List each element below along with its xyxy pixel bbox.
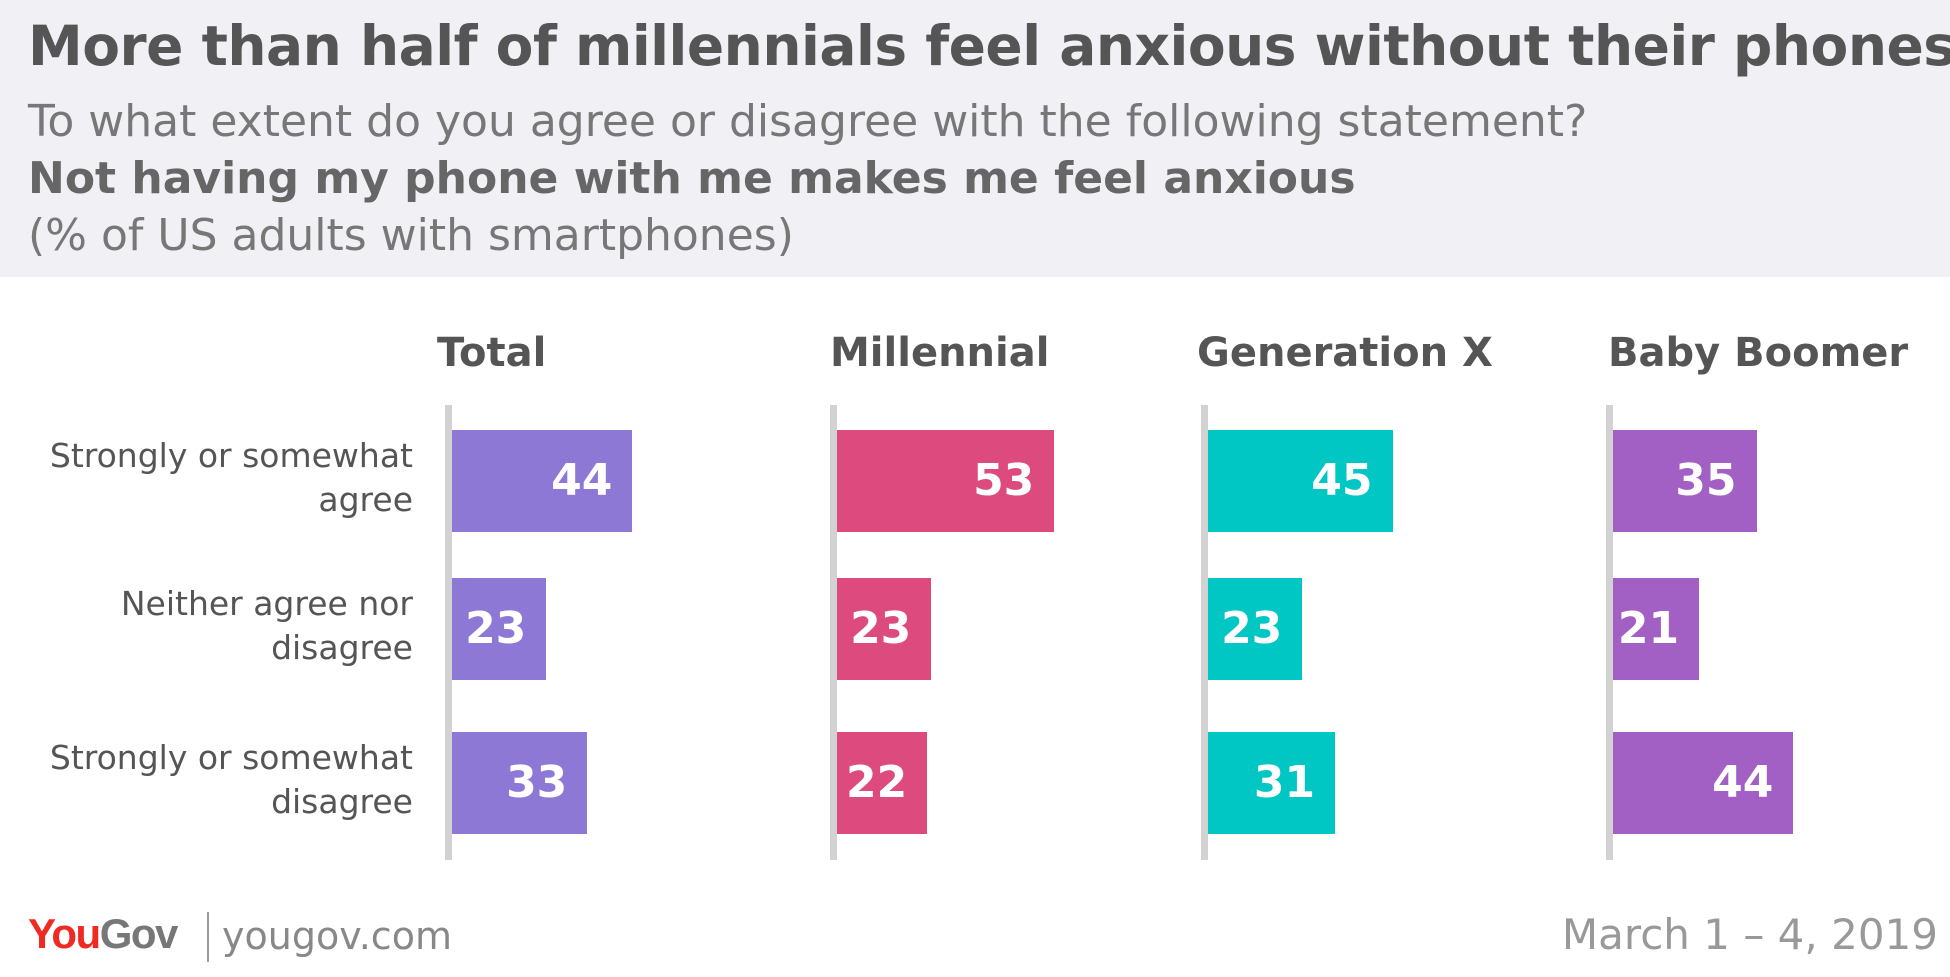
bar-generation-x-2 (1208, 578, 1303, 680)
bar-label-baby-boomer-1: 35 (1675, 455, 1737, 506)
axis-baby-boomer (1606, 405, 1613, 860)
site-link[interactable]: yougov.com (222, 914, 452, 958)
bar-generation-x-3 (1208, 732, 1336, 834)
row-label-line: agree (318, 480, 413, 519)
axis-generation-x (1201, 405, 1208, 860)
header-band: More than half of millennials feel anxio… (0, 0, 1950, 277)
row-label-1: Strongly or somewhat agree (13, 434, 413, 522)
panel-title-baby-boomer: Baby Boomer (1608, 330, 1909, 376)
bar-millennial-3 (837, 732, 928, 834)
yougov-logo: YouGov (28, 910, 179, 958)
footer-divider (207, 912, 209, 962)
panel-title-total: Total (437, 330, 547, 376)
panel-title-millennial: Millennial (830, 330, 1050, 376)
panel-title-generation-x: Generation X (1197, 330, 1493, 376)
chart-question: To what extent do you agree or disagree … (28, 96, 1588, 147)
bar-label-baby-boomer-3: 44 (1712, 757, 1774, 808)
bar-label-millennial-2: 23 (850, 603, 912, 654)
bar-baby-boomer-3 (1613, 732, 1794, 834)
bar-label-generation-x-2: 23 (1221, 603, 1283, 654)
row-label-line: Neither agree nor (120, 584, 413, 623)
logo-gov: Gov (99, 910, 179, 957)
bar-generation-x-1 (1208, 430, 1393, 532)
bar-label-millennial-1: 53 (973, 455, 1035, 506)
chart-note: (% of US adults with smartphones) (28, 210, 794, 261)
chart-statement: Not having my phone with me makes me fee… (28, 153, 1356, 204)
bar-label-millennial-3: 22 (845, 757, 908, 808)
row-label-line: disagree (271, 628, 413, 667)
bar-label-total-1: 44 (551, 455, 613, 506)
bar-label-total-3: 33 (506, 757, 568, 808)
bar-baby-boomer-1 (1613, 430, 1757, 532)
bar-total-1 (452, 430, 633, 532)
bar-total-3 (452, 732, 588, 834)
bar-label-total-2: 23 (465, 603, 527, 654)
bar-baby-boomer-2 (1613, 578, 1700, 680)
bar-millennial-1 (837, 430, 1055, 532)
row-label-line: Strongly or somewhat (49, 436, 413, 475)
logo-you: You (28, 910, 101, 957)
row-label-line: Strongly or somewhat (49, 738, 413, 777)
bar-millennial-2 (837, 578, 932, 680)
chart-title: More than half of millennials feel anxio… (28, 14, 1950, 78)
row-label-3: Strongly or somewhat disagree (13, 736, 413, 824)
bar-label-baby-boomer-2: 21 (1617, 603, 1680, 654)
axis-millennial (830, 405, 837, 860)
axis-total (445, 405, 452, 860)
survey-date: March 1 – 4, 2019 (1561, 910, 1938, 959)
row-label-2: Neither agree nor disagree (13, 582, 413, 670)
bar-total-2 (452, 578, 547, 680)
bar-label-generation-x-3: 31 (1253, 757, 1316, 808)
bar-label-generation-x-1: 45 (1311, 455, 1373, 506)
row-label-line: disagree (271, 782, 413, 821)
